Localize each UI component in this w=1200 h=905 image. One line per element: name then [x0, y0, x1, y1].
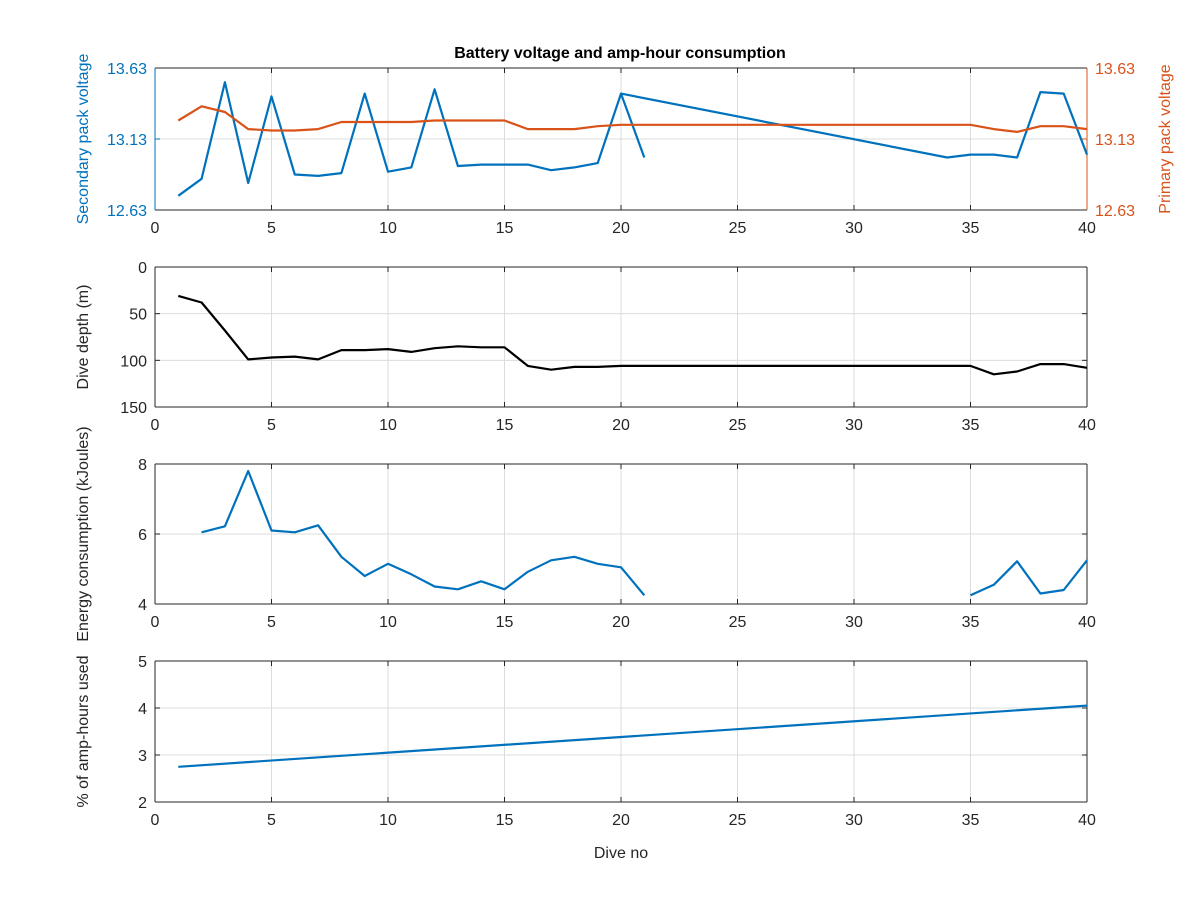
x-tick-label: 30 — [845, 417, 863, 434]
x-tick-label: 5 — [267, 812, 276, 829]
y-tick-label: 5 — [138, 654, 147, 671]
series-line-1 — [201, 469, 646, 597]
series-line-1 — [177, 81, 646, 197]
x-tick-label: 0 — [151, 614, 160, 631]
x-tick-label: 20 — [612, 812, 630, 829]
x-tick-label: 0 — [151, 417, 160, 434]
x-tick-label: 25 — [729, 812, 747, 829]
x-tick-label: 35 — [962, 812, 980, 829]
x-tick-label: 10 — [379, 220, 397, 237]
y-tick-label: 12.63 — [107, 203, 147, 220]
x-tick-label: 40 — [1078, 220, 1096, 237]
x-tick-label: 35 — [962, 417, 980, 434]
x-tick-label: 35 — [962, 220, 980, 237]
x-tick-label: 15 — [496, 417, 514, 434]
y-tick-label: 6 — [138, 527, 147, 544]
x-tick-label: 20 — [612, 417, 630, 434]
y-tick-label: 2 — [138, 795, 147, 812]
y-tick-label: 13.13 — [107, 132, 147, 149]
x-axis-label: Dive no — [594, 845, 648, 862]
y-tick-label: 150 — [120, 400, 147, 417]
x-tick-label: 10 — [379, 417, 397, 434]
series-line-2 — [970, 559, 1088, 597]
subplot-2: 0 5 10 15 20 25 30 35 40 0 50 100 150 Dive depth (m) — [75, 260, 1096, 434]
y-axis-label: Dive depth (m) — [75, 285, 92, 390]
chart-title: Battery voltage and amp-hour consumption — [454, 45, 786, 62]
x-tick-label: 40 — [1078, 614, 1096, 631]
y-right-tick-label: 13.13 — [1095, 132, 1135, 149]
y-tick-label: 0 — [138, 260, 147, 277]
y-right-tick-label: 13.63 — [1095, 61, 1135, 78]
x-tick-label: 10 — [379, 812, 397, 829]
x-tick-label: 5 — [267, 417, 276, 434]
x-tick-label: 20 — [612, 220, 630, 237]
x-tick-label: 25 — [729, 417, 747, 434]
x-tick-label: 15 — [496, 812, 514, 829]
subplot-1: 0 5 10 15 20 25 30 35 4012.6313.1313.6312.6313.1… — [75, 54, 1174, 237]
y-tick-label: 100 — [120, 353, 147, 370]
x-tick-label: 40 — [1078, 812, 1096, 829]
subplot-3: 0 5 10 15 20 25 30 35 40 4 6 8 Energy consumption (k… — [75, 426, 1096, 641]
x-tick-label: 35 — [962, 614, 980, 631]
x-tick-label: 15 — [496, 614, 514, 631]
series-line-2 — [620, 90, 1089, 159]
series-line-1 — [178, 294, 1088, 376]
series-line-1 — [178, 704, 1088, 768]
subplot-4: 0 5 10 15 20 25 30 35 40 2 3 4 5 % of amp-hours used D… — [75, 654, 1096, 862]
x-tick-label: 25 — [729, 614, 747, 631]
x-tick-label: 40 — [1078, 417, 1096, 434]
x-tick-label: 30 — [845, 220, 863, 237]
x-tick-label: 5 — [267, 614, 276, 631]
x-tick-label: 15 — [496, 220, 514, 237]
x-tick-label: 25 — [729, 220, 747, 237]
y-right-axis-label: Primary pack voltage — [1157, 64, 1174, 213]
y-axis-label: Energy consumption (kJoules) — [75, 426, 92, 641]
y-tick-label: 13.63 — [107, 61, 147, 78]
x-tick-label: 20 — [612, 614, 630, 631]
y-tick-label: 4 — [138, 701, 147, 718]
x-tick-label: 0 — [151, 220, 160, 237]
y-tick-label: 8 — [138, 457, 147, 474]
series-line-3 — [177, 105, 1088, 133]
x-tick-label: 10 — [379, 614, 397, 631]
x-tick-label: 0 — [151, 812, 160, 829]
x-tick-label: 5 — [267, 220, 276, 237]
y-axis-label: Secondary pack voltage — [75, 54, 92, 225]
y-tick-label: 50 — [129, 307, 147, 324]
y-right-tick-label: 12.63 — [1095, 203, 1135, 220]
y-tick-label: 4 — [138, 597, 147, 614]
x-tick-label: 30 — [845, 614, 863, 631]
y-axis-label: % of amp-hours used — [75, 655, 92, 807]
y-tick-label: 3 — [138, 748, 147, 765]
x-tick-label: 30 — [845, 812, 863, 829]
